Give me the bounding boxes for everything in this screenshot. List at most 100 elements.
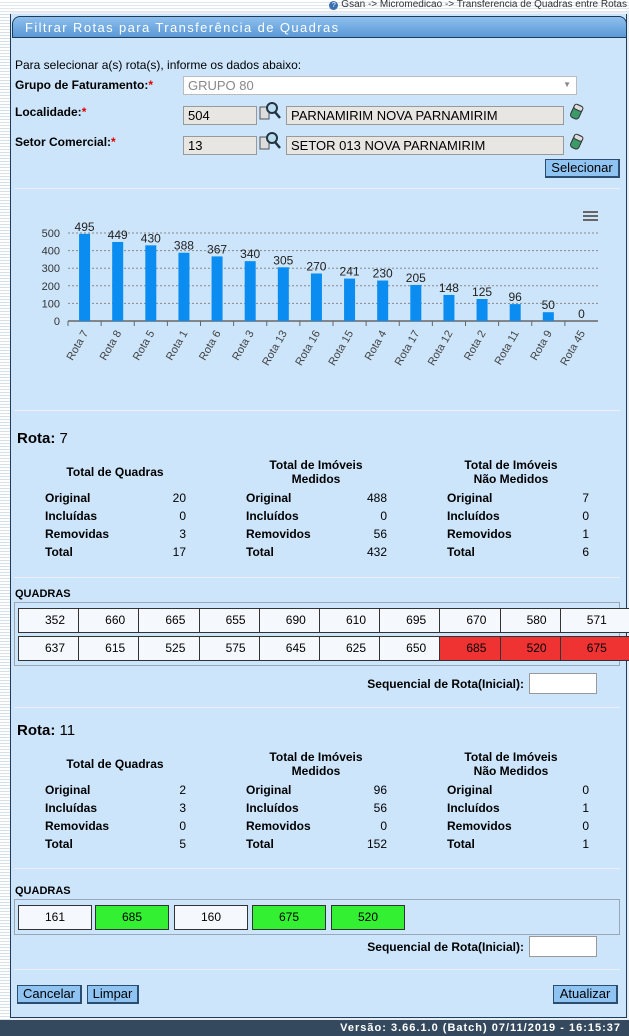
data-label: 205 bbox=[406, 271, 426, 285]
data-label: 495 bbox=[75, 220, 95, 234]
data-label: 0 bbox=[578, 307, 585, 321]
bar bbox=[344, 278, 356, 321]
x-tick-label: Rota 2 bbox=[462, 329, 489, 363]
grupo-select[interactable]: GRUPO 80 ▼ bbox=[183, 76, 577, 95]
stat-value: 432 bbox=[366, 545, 387, 559]
quadra-cell[interactable]: 675 bbox=[559, 636, 629, 661]
stat-label: Original bbox=[45, 783, 91, 797]
sequencial-input[interactable] bbox=[529, 936, 597, 957]
cancel-button[interactable]: Cancelar bbox=[17, 985, 82, 1004]
page-title: Filtrar Rotas para Transferência de Quad… bbox=[12, 16, 627, 38]
bar bbox=[112, 241, 124, 321]
x-tick-label: Rota 4 bbox=[363, 329, 390, 363]
sequencial-label: Sequencial de Rota(Inicial): bbox=[367, 940, 524, 954]
data-label: 270 bbox=[306, 259, 326, 273]
stat-label: Removidos bbox=[246, 527, 311, 541]
bar bbox=[310, 273, 322, 321]
help-icon[interactable]: ? bbox=[329, 1, 339, 10]
update-button[interactable]: Atualizar bbox=[553, 985, 618, 1004]
bar bbox=[145, 245, 157, 321]
left-strip bbox=[0, 12, 10, 1020]
stat-label: Total bbox=[45, 545, 73, 559]
stat-label: Incluídas bbox=[45, 801, 98, 815]
stat-value: 56 bbox=[373, 527, 387, 541]
intro-text: Para selecionar a(s) rota(s), informe os… bbox=[15, 58, 302, 72]
stat-label: Original bbox=[45, 491, 91, 505]
divider bbox=[14, 868, 620, 869]
select-button[interactable]: Selecionar bbox=[545, 159, 620, 178]
x-tick-label: Rota 17 bbox=[393, 329, 423, 368]
bar bbox=[377, 280, 389, 321]
divider bbox=[14, 188, 620, 189]
x-tick-label: Rota 6 bbox=[197, 329, 224, 363]
bar bbox=[542, 312, 554, 321]
header-imoveis-medidos: Total de Imóveis Medidos bbox=[269, 458, 363, 486]
stat-label: Original bbox=[246, 491, 292, 505]
bar bbox=[79, 233, 91, 321]
sequencial-input[interactable] bbox=[529, 673, 597, 694]
header-imoveis-medidos: Total de Imóveis Medidos bbox=[269, 750, 363, 778]
eraser-icon[interactable] bbox=[569, 133, 585, 151]
quadra-cell[interactable]: 685 bbox=[95, 905, 169, 930]
quadra-cell[interactable]: 520 bbox=[331, 905, 405, 930]
stat-value: 7 bbox=[582, 491, 589, 505]
stat-value: 5 bbox=[179, 837, 186, 851]
setor-label: Setor Comercial:* bbox=[15, 135, 116, 149]
data-label: 96 bbox=[509, 290, 523, 304]
data-label: 241 bbox=[340, 265, 360, 279]
stat-label: Total bbox=[45, 837, 73, 851]
bar bbox=[410, 284, 422, 321]
y-tick-label: 400 bbox=[42, 246, 60, 258]
bar bbox=[178, 252, 190, 321]
stat-value: 3 bbox=[179, 801, 186, 815]
x-tick-label: Rota 16 bbox=[293, 329, 323, 368]
localidade-name-input bbox=[286, 106, 564, 125]
breadcrumb: ? Gsan -> Micromedicao -> Transferencia d… bbox=[329, 0, 627, 10]
x-tick-label: Rota 9 bbox=[528, 329, 555, 363]
x-tick-label: Rota 12 bbox=[426, 329, 456, 368]
stat-label: Incluídos bbox=[447, 509, 500, 523]
clear-button[interactable]: Limpar bbox=[87, 985, 139, 1004]
stat-label: Removidas bbox=[45, 819, 110, 833]
localidade-code-input[interactable] bbox=[183, 106, 257, 125]
data-label: 367 bbox=[207, 242, 227, 256]
quadra-cell[interactable]: 160 bbox=[174, 905, 248, 930]
y-tick-label: 500 bbox=[42, 228, 60, 240]
stat-label: Incluídas bbox=[45, 509, 98, 523]
stat-label: Original bbox=[246, 783, 292, 797]
header-imoveis-nao-medidos: Total de Imóveis Não Medidos bbox=[464, 458, 558, 486]
breadcrumb-text: Gsan -> Micromedicao -> Transferencia de… bbox=[341, 0, 627, 10]
x-tick-label: Rota 45 bbox=[558, 329, 588, 368]
x-tick-label: Rota 11 bbox=[493, 329, 522, 368]
header-total-quadras: Total de Quadras bbox=[66, 757, 164, 771]
setor-code-input[interactable] bbox=[183, 136, 257, 155]
stat-value: 2 bbox=[179, 783, 186, 797]
eraser-icon[interactable] bbox=[569, 103, 585, 121]
divider bbox=[14, 969, 620, 970]
chart-menu-icon[interactable] bbox=[583, 211, 598, 221]
data-label: 449 bbox=[108, 228, 128, 242]
y-tick-label: 200 bbox=[42, 281, 60, 293]
quadra-cell[interactable]: 571 bbox=[559, 608, 629, 633]
stat-value: 0 bbox=[582, 509, 589, 523]
header-imoveis-nao-medidos: Total de Imóveis Não Medidos bbox=[464, 750, 558, 778]
stat-label: Removidos bbox=[246, 819, 311, 833]
stat-value: 0 bbox=[582, 819, 589, 833]
header-total-quadras: Total de Quadras bbox=[66, 465, 164, 479]
stat-value: 20 bbox=[172, 491, 186, 505]
search-icon[interactable] bbox=[259, 101, 281, 121]
stat-value: 1 bbox=[582, 801, 589, 815]
search-icon[interactable] bbox=[259, 131, 281, 151]
quadra-cell[interactable]: 675 bbox=[252, 905, 326, 930]
stat-value: 0 bbox=[582, 783, 589, 797]
x-tick-label: Rota 1 bbox=[164, 329, 191, 363]
stat-value: 56 bbox=[373, 801, 387, 815]
x-tick-label: Rota 8 bbox=[98, 329, 125, 363]
stat-value: 17 bbox=[172, 545, 186, 559]
stat-value: 1 bbox=[582, 527, 589, 541]
version-footer: Versão: 3.66.1.0 (Batch) 07/11/2019 - 16… bbox=[0, 1020, 629, 1036]
quadra-cell[interactable]: 161 bbox=[18, 905, 92, 930]
bar bbox=[244, 261, 256, 321]
sequencial-label: Sequencial de Rota(Inicial): bbox=[367, 677, 524, 691]
bar bbox=[476, 299, 488, 321]
